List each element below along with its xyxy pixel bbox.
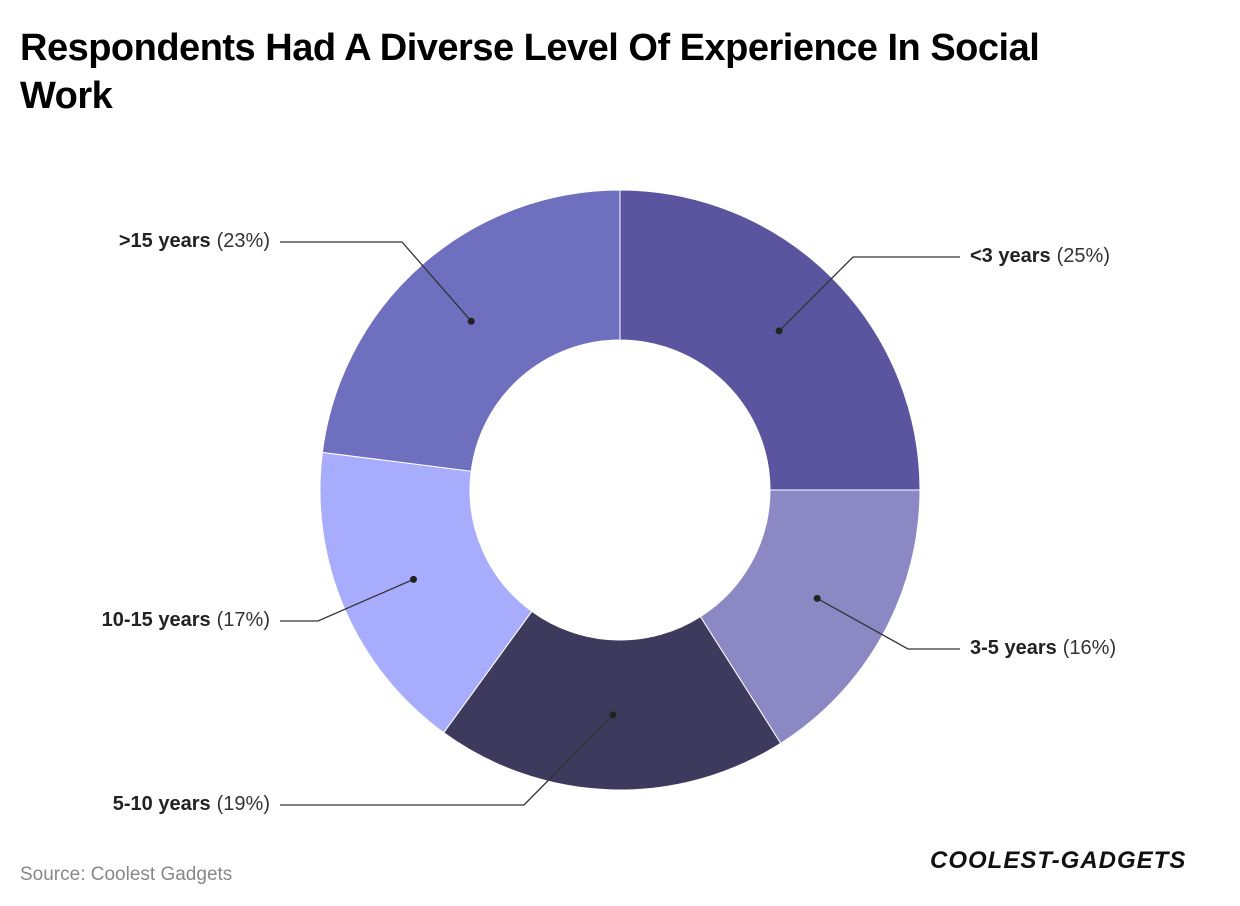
chart-title: Respondents Had A Diverse Level Of Exper… xyxy=(20,27,1039,69)
leader-line xyxy=(778,256,960,332)
source: Source: Coolest Gadgets xyxy=(20,864,232,885)
leader-dot xyxy=(813,594,821,602)
category-label: <3 years xyxy=(970,245,1051,267)
leader-dot xyxy=(609,711,617,719)
leader-line xyxy=(280,714,614,806)
leader-line xyxy=(280,241,472,322)
donut-slice xyxy=(442,610,782,791)
slice-label: 10-15 years (17%) xyxy=(102,609,270,631)
value-label: (25%) xyxy=(1057,245,1110,267)
leader-dot xyxy=(467,317,475,325)
logo: COOLEST-GADGETS xyxy=(930,847,1186,874)
value-label: (19%) xyxy=(217,793,270,815)
leader-line xyxy=(280,578,414,622)
donut-slice xyxy=(619,189,921,491)
value-label: (17%) xyxy=(217,609,270,631)
donut-slice xyxy=(321,189,621,472)
leader-dot xyxy=(410,575,418,583)
slice-label: >15 years (23%) xyxy=(119,230,270,252)
leader-line xyxy=(816,597,960,650)
slice-label: 3-5 years (16%) xyxy=(970,637,1116,659)
slice-label: 5-10 years (19%) xyxy=(113,793,270,815)
category-label: 3-5 years xyxy=(970,637,1057,659)
slice-label: <3 years (25%) xyxy=(970,245,1110,267)
donut-slice xyxy=(699,489,921,744)
value-label: (16%) xyxy=(1063,637,1116,659)
leader-dot xyxy=(775,327,783,335)
category-label: 5-10 years xyxy=(113,793,211,815)
category-label: 10-15 years xyxy=(102,609,211,631)
donut-slice xyxy=(319,451,533,734)
chart-title: Work xyxy=(20,75,114,117)
value-label: (23%) xyxy=(217,230,270,252)
category-label: >15 years xyxy=(119,230,211,252)
